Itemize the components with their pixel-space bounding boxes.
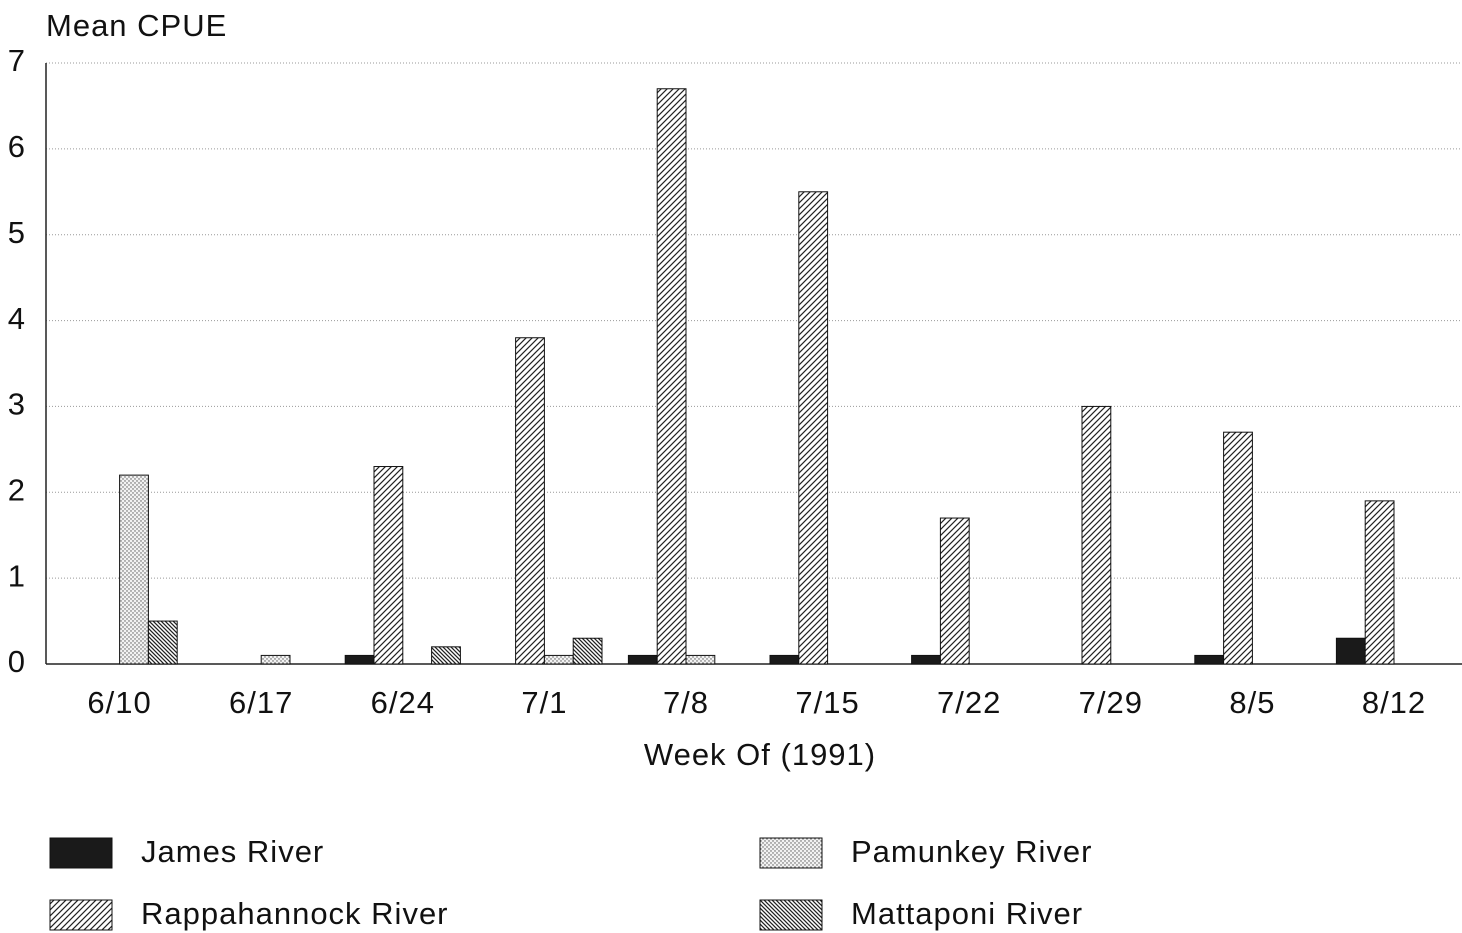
x-tick-label: 6/17	[229, 685, 293, 720]
bar	[1081, 405, 1112, 665]
x-tick-label: 8/12	[1362, 685, 1426, 720]
legend-swatch	[759, 899, 823, 931]
bar	[431, 646, 461, 665]
bar	[939, 517, 970, 665]
y-tick-label: 7	[8, 43, 26, 78]
legend-swatch	[49, 837, 113, 869]
x-tick-label: 7/29	[1079, 685, 1143, 720]
bar	[656, 88, 687, 665]
y-tick-label: 3	[8, 387, 26, 422]
bar	[798, 191, 829, 665]
bar	[373, 466, 404, 665]
bar	[627, 654, 658, 665]
bar	[1194, 654, 1225, 665]
x-tick-label: 7/8	[663, 685, 709, 720]
x-tick-label: 6/24	[371, 685, 435, 720]
bar	[572, 637, 603, 665]
bar	[1335, 637, 1366, 665]
y-tick-label: 1	[8, 558, 26, 593]
bar	[1364, 500, 1395, 665]
x-tick-label: 6/10	[87, 685, 151, 720]
legend-label: Pamunkey River	[851, 834, 1092, 869]
y-axis-label: Mean CPUE	[46, 8, 227, 43]
x-tick-label: 7/22	[937, 685, 1001, 720]
x-axis-label: Week Of (1991)	[644, 737, 876, 772]
x-tick-label: 7/1	[521, 685, 567, 720]
bar	[344, 654, 375, 665]
bar	[769, 654, 800, 665]
legend-label: Rappahannock River	[141, 896, 449, 931]
bar	[1223, 431, 1253, 665]
bar	[260, 654, 291, 665]
y-tick-label: 4	[8, 301, 26, 336]
x-tick-label: 8/5	[1229, 685, 1275, 720]
x-tick-label: 7/15	[795, 685, 859, 720]
y-tick-label: 5	[8, 215, 26, 250]
bar	[911, 654, 941, 665]
bar	[543, 654, 574, 665]
y-tick-label: 0	[8, 644, 26, 679]
legend-label: James River	[141, 834, 324, 869]
bar	[685, 654, 716, 665]
legend-swatch	[759, 837, 823, 869]
y-tick-label: 2	[8, 472, 26, 507]
y-tick-label: 6	[8, 129, 26, 164]
bar	[119, 474, 149, 665]
legend-label: Mattaponi River	[851, 896, 1083, 931]
legend-swatch	[49, 899, 113, 931]
bar	[515, 337, 545, 665]
bar	[147, 620, 178, 665]
